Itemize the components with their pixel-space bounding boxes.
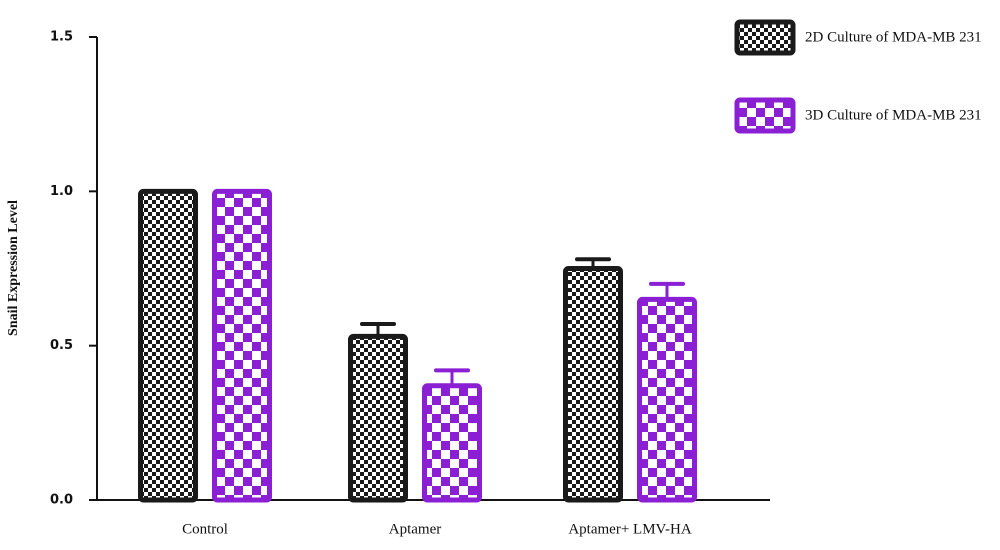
x-tick-label: Aptamer+ LMV-HA xyxy=(568,521,691,537)
bar xyxy=(212,188,272,503)
y-tick-label: 1.5 xyxy=(50,30,73,45)
x-tick-label: Control xyxy=(182,521,228,537)
legend-label: 2D Culture of MDA-MB 231 xyxy=(805,29,982,45)
bar xyxy=(348,333,408,503)
bar xyxy=(563,266,623,503)
y-axis-label: Snail Expression Level xyxy=(6,200,21,336)
bar xyxy=(138,188,198,503)
error-bar xyxy=(649,281,685,300)
y-tick-label: 1.0 xyxy=(50,184,73,199)
bar xyxy=(637,296,697,503)
legend-label: 3D Culture of MDA-MB 231 xyxy=(805,107,982,123)
error-bar xyxy=(434,368,470,386)
x-tick-label: Aptamer xyxy=(389,521,441,537)
legend-swatch xyxy=(734,97,796,134)
y-tick-label: 0.0 xyxy=(50,493,73,508)
legend-swatch xyxy=(734,19,796,56)
bar xyxy=(422,383,482,503)
y-tick-label: 0.5 xyxy=(50,338,73,353)
